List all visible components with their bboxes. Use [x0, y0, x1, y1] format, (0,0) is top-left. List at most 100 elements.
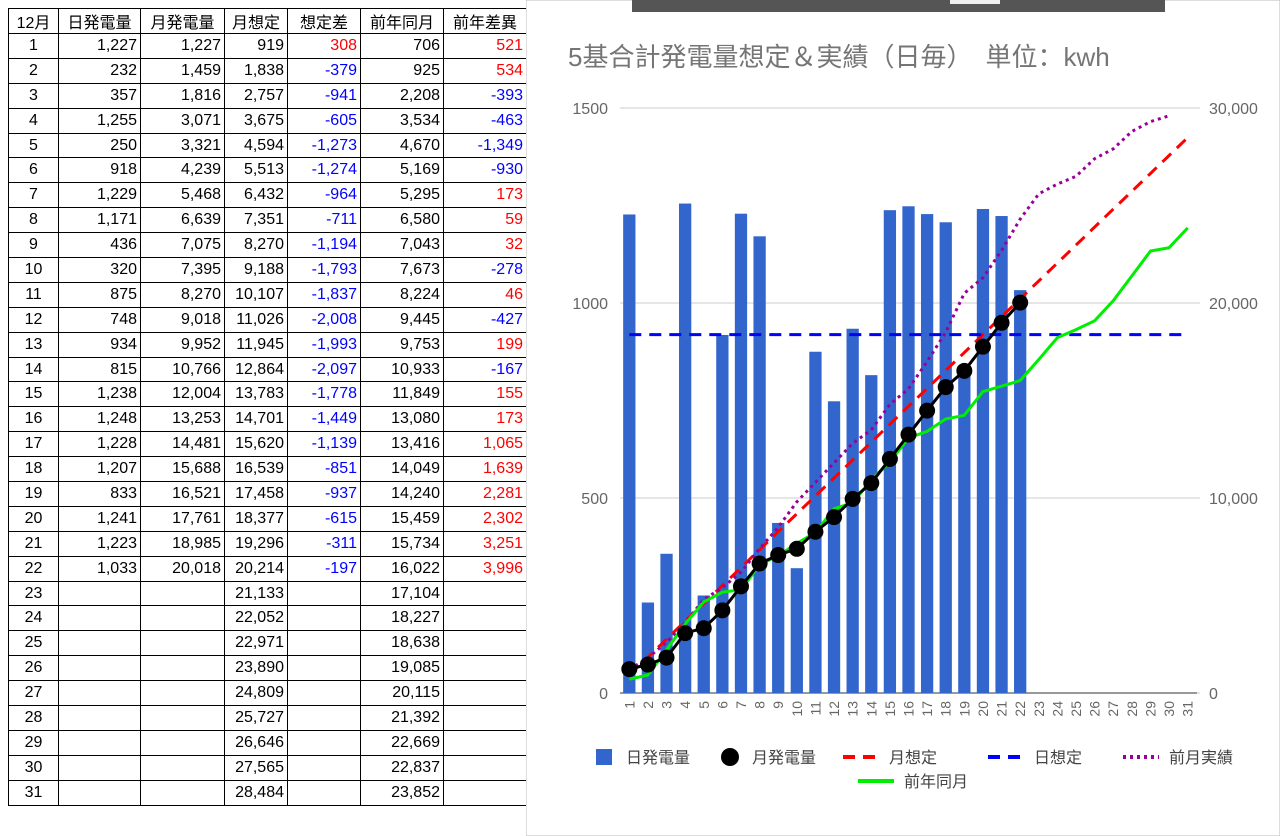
table-cell: 10,933 [360, 356, 444, 383]
table-cell [140, 655, 225, 682]
table-cell: 7,043 [360, 232, 444, 259]
table-row: 11 875 8,270 10,107 -1,837 8,224 46 [8, 281, 527, 308]
table-cell: -964 [287, 182, 361, 209]
table-cell: 3,321 [140, 132, 225, 159]
table-cell: 250 [58, 132, 141, 159]
table-cell: 19,085 [360, 655, 444, 682]
table-cell: -1,793 [287, 257, 361, 283]
x-tick-label: 5 [696, 701, 712, 709]
table-cell: 23,890 [224, 655, 288, 682]
table-row: 1 1,227 1,227 919 308 706 521 [8, 33, 527, 59]
table-cell: 22,971 [224, 630, 288, 657]
table-cell: 16,539 [224, 456, 288, 483]
table-cell: 8 [8, 207, 59, 234]
table-cell: 11,026 [224, 306, 288, 333]
line-marker [974, 338, 991, 355]
table-cell: -605 [287, 107, 361, 134]
table-cell [58, 729, 141, 756]
table-cell: -1,837 [287, 281, 361, 308]
table-cell: 1,255 [58, 107, 141, 134]
table-row: 25 22,971 18,638 [8, 630, 527, 657]
line-marker [714, 602, 731, 619]
table-cell: 18 [8, 456, 59, 483]
table-cell: 前年差異 [443, 8, 527, 34]
x-tick-label: 17 [919, 701, 935, 717]
line-marker [695, 620, 712, 637]
table-cell: 232 [58, 57, 141, 84]
table-cell [140, 580, 225, 607]
table-cell: 2,208 [360, 82, 444, 109]
table-cell: 月想定 [224, 8, 288, 34]
table-cell: 5,513 [224, 157, 288, 184]
table-cell: 8,270 [224, 232, 288, 259]
table-row: 4 1,255 3,071 3,675 -605 3,534 -463 [8, 107, 527, 134]
table-cell [287, 779, 361, 806]
table-cell: 22,669 [360, 729, 444, 756]
table-cell: 9 [8, 232, 59, 259]
table-cell: 7 [8, 182, 59, 209]
table-cell: 20,115 [360, 680, 444, 707]
table-cell [443, 605, 527, 632]
legend-swatch [596, 749, 612, 765]
table-cell: 16,022 [360, 555, 444, 582]
bar [809, 351, 822, 693]
toolbar-handle [950, 0, 1000, 4]
bar [827, 401, 841, 693]
table-cell: 17,761 [140, 505, 225, 532]
table-cell: 3,251 [443, 530, 527, 557]
bar [753, 236, 766, 693]
table-cell: 9,188 [224, 257, 288, 283]
y-tick-label: 1500 [572, 101, 608, 118]
table-row: 24 22,052 18,227 [8, 605, 527, 632]
table-cell: -1,274 [287, 157, 361, 184]
x-tick-label: 31 [1180, 701, 1196, 717]
table-cell [140, 754, 225, 781]
table-cell: -278 [443, 257, 527, 283]
table-cell [58, 630, 141, 657]
y2-tick-label: 20,000 [1209, 296, 1258, 313]
table-cell [443, 779, 527, 806]
table-row: 6 918 4,239 5,513 -1,274 5,169 -930 [8, 157, 527, 184]
table-row: 31 28,484 23,852 [8, 779, 527, 806]
legend-label: 月想定 [889, 749, 937, 767]
y2-tick-label: 30,000 [1209, 101, 1258, 118]
table-cell [443, 680, 527, 707]
line-marker [900, 426, 917, 443]
table-cell: 7,395 [140, 257, 225, 283]
table-cell [58, 680, 141, 707]
table-cell: 18,985 [140, 530, 225, 557]
table-cell: 25,727 [224, 705, 288, 731]
x-tick-label: 6 [714, 701, 730, 709]
table-cell: 8,270 [140, 281, 225, 308]
table-cell: 9,753 [360, 331, 444, 358]
legend-label: 日発電量 [626, 749, 690, 767]
x-tick-label: 20 [975, 701, 991, 717]
table-cell: 22,052 [224, 605, 288, 632]
table-cell: 14 [8, 356, 59, 383]
table-cell: 22 [8, 555, 59, 582]
table-cell: 15,688 [140, 456, 225, 483]
table-cell: 815 [58, 356, 141, 383]
line-marker [937, 379, 954, 396]
chart: 5基合計発電量想定＆実績（日毎） 単位：kwh 0 500 1000 1500 0 10,… [526, 0, 1280, 836]
table-row: 28 25,727 21,392 [8, 705, 527, 731]
table-cell: 想定差 [287, 8, 361, 34]
table-cell: -851 [287, 456, 361, 483]
table-cell: 4,670 [360, 132, 444, 159]
line-marker [658, 649, 675, 666]
x-tick-label: 9 [770, 701, 786, 709]
line-marker [919, 402, 936, 419]
table-cell: -937 [287, 481, 361, 507]
table-cell: -1,194 [287, 232, 361, 259]
x-tick-label: 25 [1068, 701, 1084, 717]
table-row: 9 436 7,075 8,270 -1,194 7,043 32 [8, 232, 527, 259]
table-row: 10 320 7,395 9,188 -1,793 7,673 -278 [8, 257, 527, 283]
bar [716, 334, 729, 693]
table-cell: -2,097 [287, 356, 361, 383]
table-cell [140, 630, 225, 657]
table-cell: 21 [8, 530, 59, 557]
bar [976, 209, 990, 693]
bar [939, 222, 952, 693]
table-row: 8 1,171 6,639 7,351 -711 6,580 59 [8, 207, 527, 234]
line-marker [732, 578, 749, 595]
